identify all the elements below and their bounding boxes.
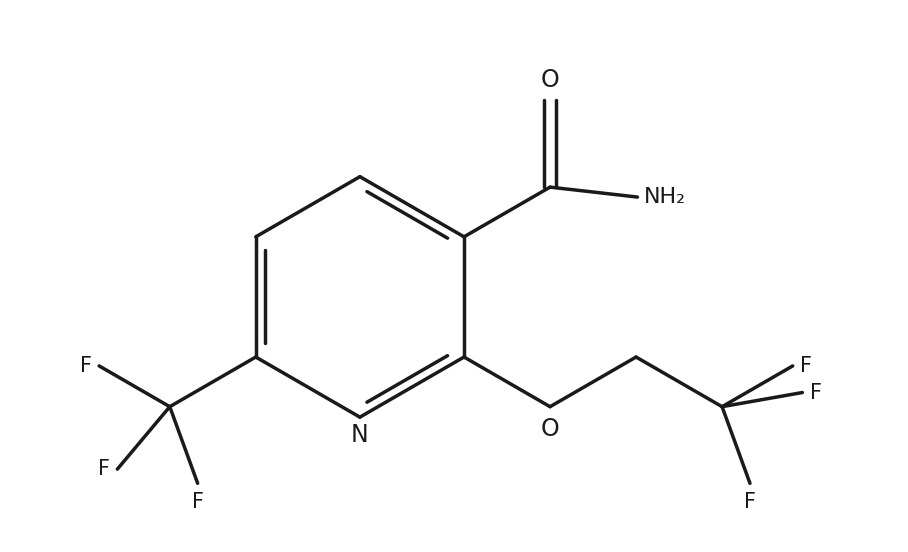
Text: F: F	[810, 383, 822, 402]
Text: NH₂: NH₂	[644, 187, 686, 207]
Text: O: O	[540, 68, 559, 92]
Text: F: F	[98, 459, 110, 479]
Text: F: F	[80, 356, 92, 376]
Text: O: O	[540, 417, 559, 441]
Text: N: N	[351, 423, 369, 448]
Text: F: F	[192, 492, 203, 512]
Text: F: F	[800, 356, 812, 376]
Text: F: F	[744, 492, 756, 512]
